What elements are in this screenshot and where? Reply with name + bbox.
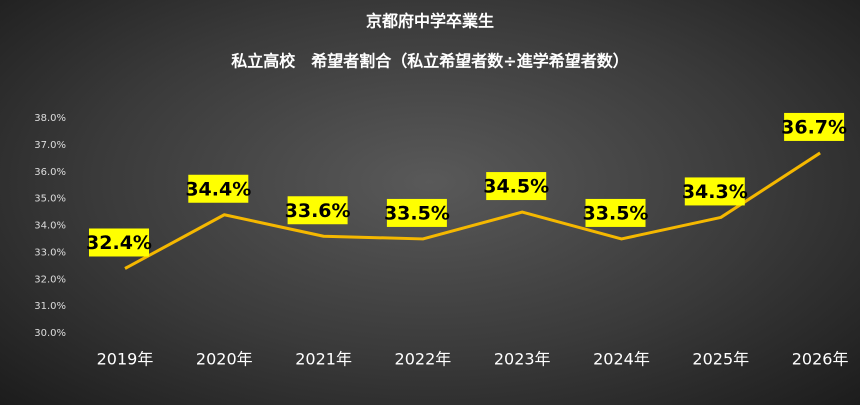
value-label-box — [784, 112, 845, 141]
value-label: 33.5% — [384, 198, 450, 227]
y-tick-label: 35.0% — [34, 194, 66, 205]
value-label-text: 33.5% — [384, 202, 450, 224]
value-label: 34.5% — [483, 172, 549, 201]
x-tick-label: 2020年 — [196, 350, 253, 369]
y-tick-label: 36.0% — [34, 167, 66, 178]
y-tick-label: 32.0% — [34, 274, 66, 285]
value-label-box — [486, 172, 547, 201]
value-label-box — [386, 198, 447, 227]
y-tick-label: 38.0% — [34, 113, 66, 124]
x-tick-label: 2021年 — [295, 350, 352, 369]
y-tick-label: 31.0% — [34, 301, 66, 312]
value-label-box — [89, 228, 149, 257]
value-label-text: 36.7% — [781, 116, 847, 138]
value-label-text: 33.5% — [583, 202, 649, 224]
value-label: 33.6% — [285, 196, 351, 225]
value-label-text: 34.3% — [682, 181, 748, 203]
x-tick-label: 2022年 — [395, 350, 452, 369]
y-tick-label: 34.0% — [34, 221, 66, 232]
value-label-text: 32.4% — [86, 232, 152, 254]
value-label-text: 33.6% — [285, 200, 351, 222]
x-tick-label: 2019年 — [97, 350, 154, 369]
y-tick-label: 33.0% — [34, 247, 66, 258]
value-label: 32.4% — [86, 228, 152, 257]
value-label-text: 34.4% — [185, 178, 251, 200]
y-tick-label: 30.0% — [34, 328, 66, 339]
value-label-text: 34.5% — [483, 176, 549, 198]
value-label: 34.3% — [682, 177, 748, 206]
chart-title: 京都府中学卒業生 — [366, 12, 494, 31]
x-tick-label: 2025年 — [692, 350, 749, 369]
x-tick-label: 2024年 — [593, 350, 650, 369]
chart-subtitle: 私立高校 希望者割合（私立希望者数÷進学希望者数） — [231, 52, 628, 71]
x-tick-label: 2026年 — [792, 350, 849, 369]
x-tick-label: 2023年 — [494, 350, 551, 369]
y-tick-label: 37.0% — [34, 140, 66, 151]
series-line — [124, 151, 821, 270]
value-label: 34.4% — [185, 174, 251, 203]
value-label: 33.5% — [583, 198, 649, 227]
value-label-box — [684, 177, 745, 206]
value-label-box — [287, 196, 348, 225]
value-label: 36.7% — [781, 112, 847, 141]
value-label-box — [585, 198, 646, 227]
value-label-box — [188, 174, 249, 203]
